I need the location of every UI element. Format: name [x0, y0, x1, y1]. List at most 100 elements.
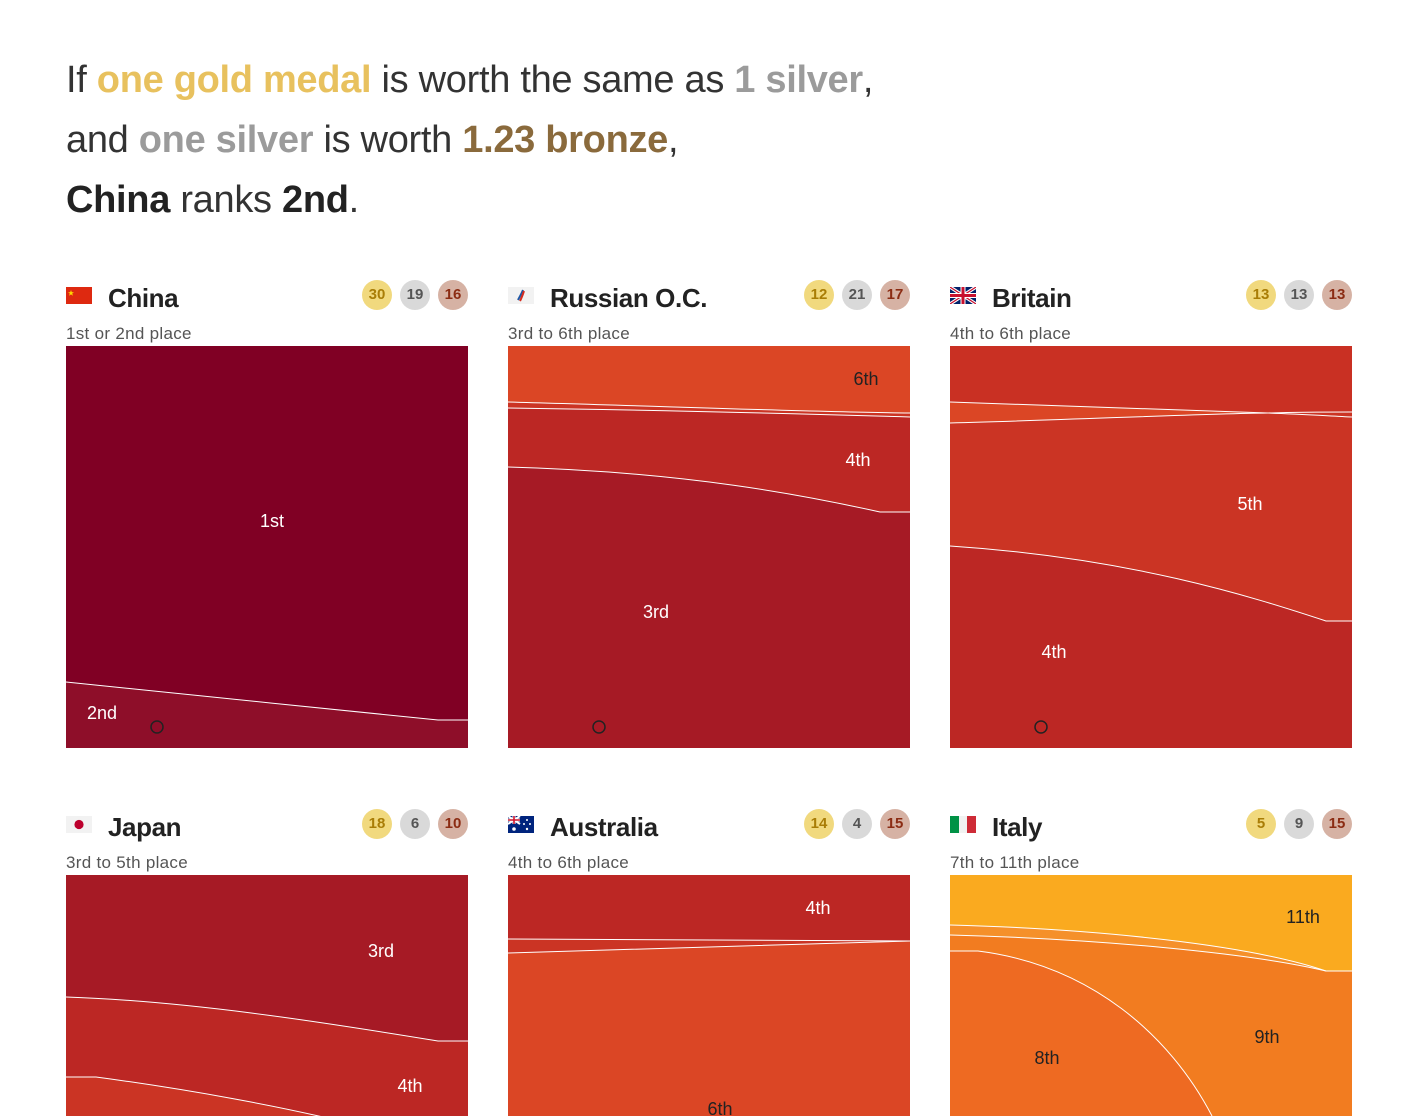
bronze-value-text: 1.23 bronze: [462, 119, 669, 161]
headline-text: ,: [862, 59, 874, 101]
headline-line-2: and one silver is worth 1.23 bronze,: [66, 110, 1166, 170]
silver-unit-text: one silver: [138, 119, 314, 161]
headline-country: China: [66, 179, 171, 221]
panel-header: Japan 3rd to 5th place 18 6 10: [66, 809, 468, 893]
region-boundary: [66, 996, 468, 1042]
rank-label: 4th: [845, 450, 870, 470]
silver-medal-count: 6: [400, 809, 430, 839]
panel-japan: Japan 3rd to 5th place 18 6 10 3rd 4th: [66, 809, 468, 1116]
rank-label: 6th: [707, 1099, 732, 1116]
panel-russian-oc: Russian O.C. 3rd to 6th place 12 21 17 6th…: [508, 280, 910, 748]
region-boundary: [950, 950, 1213, 1116]
country-name: Russian O.C.: [550, 283, 708, 313]
silver-medal-count: 19: [400, 280, 430, 310]
rank-area-plot[interactable]: 6th 4th 3rd: [508, 346, 910, 748]
japan-flag-icon: [66, 816, 92, 833]
headline-rank: 2nd: [282, 179, 349, 221]
region-boundary: [508, 466, 910, 513]
region-6th-top: [950, 346, 1352, 413]
rank-label: 3rd: [643, 602, 669, 622]
medal-counts: 14 4 15: [796, 809, 910, 841]
rank-area-plot[interactable]: 3rd 4th: [66, 875, 468, 1116]
rank-label: 11th: [1286, 907, 1320, 927]
headline-line-3: China ranks 2nd.: [66, 170, 1166, 230]
rank-label: 4th: [1041, 642, 1066, 662]
headline-text: and: [66, 119, 139, 161]
panel-australia: Australia 4th to 6th place 14 4 15 4th 6th: [508, 809, 910, 1116]
headline-text: is worth: [313, 119, 463, 161]
country-name: Australia: [550, 812, 658, 842]
rank-range: 4th to 6th place: [950, 324, 1072, 343]
rank-area-plot[interactable]: 5th 4th: [950, 346, 1352, 748]
rank-area-plot[interactable]: 4th 6th: [508, 875, 910, 1116]
region-boundary: [950, 545, 1352, 622]
region-6th-band: [950, 402, 1268, 423]
medal-counts: 13 13 13: [1238, 280, 1352, 312]
australia-flag-icon: [508, 816, 534, 833]
medal-counts: 30 19 16: [354, 280, 468, 312]
country-name: Japan: [108, 812, 182, 842]
region-10th: [950, 925, 1326, 971]
rank-label: 2nd: [87, 703, 117, 723]
panel-china: China 1st or 2nd place 30 19 16 1st 2nd: [66, 280, 468, 748]
region-boundary: [508, 938, 910, 942]
region-boundary: [950, 401, 1352, 418]
britain-flag-icon: [950, 287, 976, 304]
bronze-medal-count: 10: [438, 809, 468, 839]
region-8th: [950, 951, 1212, 1116]
rank-label: 9th: [1254, 1027, 1279, 1047]
silver-medal-count: 21: [842, 280, 872, 310]
silver-value-text: 1 silver: [734, 59, 863, 101]
headline-text: is worth the same as: [371, 59, 735, 101]
rank-label: 4th: [397, 1076, 422, 1096]
rank-area-plot[interactable]: 1st 2nd: [66, 346, 468, 748]
bronze-medal-count: 17: [880, 280, 910, 310]
rank-range: 7th to 11th place: [950, 853, 1080, 872]
italy-flag-icon: [950, 816, 976, 833]
panel-header: Russian O.C. 3rd to 6th place 12 21 17: [508, 280, 910, 364]
region-5th: [66, 1077, 319, 1116]
region-1st: [66, 346, 468, 748]
current-weighting-marker: [1034, 720, 1048, 734]
rank-range: 4th to 6th place: [508, 853, 630, 872]
region-boundary: [950, 924, 1352, 972]
headline-line-1: If one gold medal is worth the same as 1…: [66, 50, 1166, 110]
silver-medal-count: 13: [1284, 280, 1314, 310]
silver-medal-count: 9: [1284, 809, 1314, 839]
headline-text: .: [348, 179, 360, 221]
current-weighting-marker: [592, 720, 606, 734]
headline: If one gold medal is worth the same as 1…: [66, 50, 1166, 230]
panel-header: Italy 7th to 11th place 5 9 15: [950, 809, 1352, 893]
medal-counts: 5 9 15: [1238, 809, 1352, 841]
region-4th: [66, 997, 468, 1116]
country-name: Italy: [992, 812, 1043, 842]
gold-value-text: one gold medal: [96, 59, 372, 101]
region-boundary: [950, 934, 1327, 972]
rank-range: 1st or 2nd place: [66, 324, 192, 343]
current-weighting-marker: [150, 720, 164, 734]
rank-label: 4th: [805, 898, 830, 918]
gold-medal-count: 14: [804, 809, 834, 839]
gold-medal-count: 18: [362, 809, 392, 839]
country-name: China: [108, 283, 179, 313]
china-flag-icon: [66, 287, 92, 304]
rank-area-plot[interactable]: 11th 9th 8th: [950, 875, 1352, 1116]
bronze-medal-count: 13: [1322, 280, 1352, 310]
bronze-medal-count: 16: [438, 280, 468, 310]
rank-label: 5th: [1237, 494, 1262, 514]
medal-counts: 12 21 17: [796, 280, 910, 312]
region-boundary: [508, 407, 910, 418]
region-4th: [508, 875, 910, 941]
panel-britain: Britain 4th to 6th place 13 13 13 5th 4th: [950, 280, 1352, 748]
panel-italy: Italy 7th to 11th place 5 9 15 11th 9th 8t…: [950, 809, 1352, 1116]
gold-medal-count: 5: [1246, 809, 1276, 839]
region-2nd: [66, 682, 468, 748]
headline-text: If: [66, 59, 97, 101]
region-boundary: [508, 940, 910, 954]
region-boundary: [508, 401, 910, 414]
rank-range: 3rd to 6th place: [508, 324, 630, 343]
rank-label: 1st: [260, 511, 284, 531]
rank-label: 6th: [853, 369, 878, 389]
silver-medal-count: 4: [842, 809, 872, 839]
region-5th-band: [508, 939, 910, 953]
